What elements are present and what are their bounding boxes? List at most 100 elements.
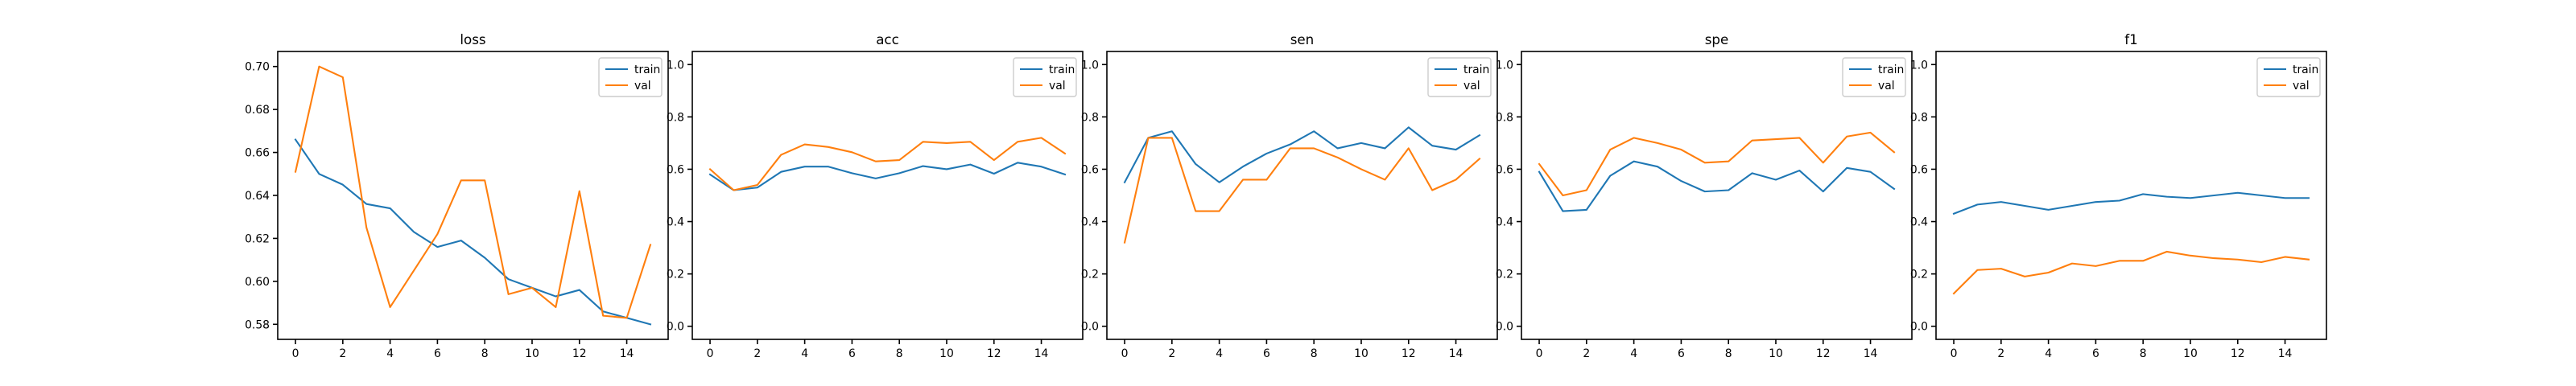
legend-box xyxy=(598,57,663,97)
y-tick-label: 0.8 xyxy=(1910,111,1928,124)
chart-panel-f1: f1 0 2 4 6 8 10 12 14 0.0 0.2 0.4 0.6 0.8 1.0 train val xyxy=(1910,31,2327,360)
x-tick-label: 6 xyxy=(1678,347,1685,360)
y-tick-label: 0.0 xyxy=(1081,321,1099,334)
y-tick-label: 0.2 xyxy=(1081,269,1099,281)
x-tick-label: 10 xyxy=(939,347,954,360)
legend-label-val: val xyxy=(1463,80,1480,92)
legend: train val xyxy=(2256,57,2321,97)
series-line-train xyxy=(1123,126,1481,184)
legend-label-val: val xyxy=(1049,80,1066,92)
x-tick-label: 4 xyxy=(2045,347,2052,360)
series-line-val xyxy=(1952,250,2310,295)
x-tick-label: 2 xyxy=(1583,347,1590,360)
x-tick-label: 8 xyxy=(1725,347,1732,360)
chart-panel-loss: loss 0 2 4 6 8 10 12 14 0.58 0.60 0.62 0.64 0.66 0.68 0… xyxy=(245,31,669,360)
x-tick-label: 14 xyxy=(1034,347,1049,360)
legend-box xyxy=(2256,57,2321,97)
series-line-train xyxy=(1538,160,1896,212)
x-tick-label: 6 xyxy=(1263,347,1270,360)
y-tick-label: 0.4 xyxy=(1081,216,1099,229)
y-tick-label: 0.64 xyxy=(245,190,270,203)
axes-frame xyxy=(1521,51,1913,340)
series-line-train xyxy=(708,162,1067,191)
x-tick-label: 12 xyxy=(987,347,1001,360)
series-line-val xyxy=(708,137,1067,191)
x-tick-label: 12 xyxy=(1402,347,1416,360)
y-tick-label: 0.4 xyxy=(1496,216,1513,229)
chart-panel-acc: acc 0 2 4 6 8 10 12 14 0.0 0.2 0.4 0.6 0.8 1.0 train val xyxy=(667,31,1084,360)
series-line-val xyxy=(1123,137,1481,244)
y-tick-label: 0.2 xyxy=(667,269,684,281)
legend-label-train: train xyxy=(1049,64,1075,76)
y-tick-label: 1.0 xyxy=(1496,59,1513,72)
series-line-val xyxy=(294,65,652,319)
x-tick-label: 4 xyxy=(801,347,808,360)
y-tick-label: 0.6 xyxy=(1496,163,1513,176)
legend: train val xyxy=(598,57,663,97)
y-tick-label: 0.8 xyxy=(1081,111,1099,124)
legend-label-train: train xyxy=(1463,64,1489,76)
x-tick-label: 4 xyxy=(1216,347,1223,360)
y-tick-label: 0.68 xyxy=(245,104,270,117)
chart-title: loss xyxy=(460,31,485,47)
series-line-train xyxy=(1952,191,2310,216)
legend-label-train: train xyxy=(1878,64,1904,76)
axes-frame xyxy=(1106,51,1498,340)
y-tick-label: 0.4 xyxy=(667,216,684,229)
y-tick-label: 0.2 xyxy=(1910,269,1928,281)
x-tick-label: 0 xyxy=(707,347,714,360)
x-tick-label: 14 xyxy=(1449,347,1463,360)
legend-label-train: train xyxy=(634,64,660,76)
y-tick-label: 0.2 xyxy=(1496,269,1513,281)
series-line-val xyxy=(1538,131,1896,197)
axes-frame xyxy=(1935,51,2327,340)
x-tick-label: 0 xyxy=(292,347,299,360)
x-tick-label: 14 xyxy=(2278,347,2293,360)
x-tick-label: 10 xyxy=(2183,347,2198,360)
x-tick-label: 12 xyxy=(572,347,587,360)
chart-title: f1 xyxy=(2124,31,2138,47)
legend-box xyxy=(1427,57,1492,97)
y-tick-label: 1.0 xyxy=(667,59,684,72)
y-tick-label: 1.0 xyxy=(1910,59,1928,72)
x-tick-label: 8 xyxy=(481,347,489,360)
x-tick-label: 4 xyxy=(386,347,394,360)
y-tick-label: 0.6 xyxy=(1910,163,1928,176)
legend: train val xyxy=(1427,57,1492,97)
x-tick-label: 12 xyxy=(1816,347,1831,360)
legend-box xyxy=(1842,57,1906,97)
x-tick-label: 14 xyxy=(620,347,634,360)
y-tick-label: 0.6 xyxy=(667,163,684,176)
legend-label-train: train xyxy=(2293,64,2318,76)
x-tick-label: 8 xyxy=(2140,347,2147,360)
x-tick-label: 2 xyxy=(753,347,761,360)
y-tick-label: 0.58 xyxy=(245,318,270,331)
chart-title: spe xyxy=(1705,31,1729,47)
y-tick-label: 0.0 xyxy=(1910,321,1928,334)
y-tick-label: 0.8 xyxy=(667,111,684,124)
x-tick-label: 12 xyxy=(2231,347,2245,360)
legend: train val xyxy=(1842,57,1906,97)
series-line-train xyxy=(294,138,652,326)
legend-label-val: val xyxy=(2293,80,2310,92)
x-tick-label: 8 xyxy=(1311,347,1318,360)
x-tick-label: 6 xyxy=(434,347,441,360)
y-tick-label: 1.0 xyxy=(1081,59,1099,72)
x-tick-label: 0 xyxy=(1121,347,1129,360)
x-tick-label: 2 xyxy=(1997,347,2004,360)
x-tick-label: 8 xyxy=(896,347,903,360)
chart-title: sen xyxy=(1290,31,1315,47)
x-tick-label: 10 xyxy=(1354,347,1368,360)
x-tick-label: 0 xyxy=(1951,347,1958,360)
y-tick-label: 0.60 xyxy=(245,276,270,289)
chart-panel-spe: spe 0 2 4 6 8 10 12 14 0.0 0.2 0.4 0.6 0.8 1.0 train val xyxy=(1496,31,1913,360)
y-tick-label: 0.8 xyxy=(1496,111,1513,124)
y-tick-label: 0.66 xyxy=(245,147,270,160)
y-tick-label: 0.62 xyxy=(245,232,270,245)
legend-label-val: val xyxy=(634,80,651,92)
legend-label-val: val xyxy=(1878,80,1895,92)
x-tick-label: 2 xyxy=(339,347,346,360)
x-tick-label: 4 xyxy=(1630,347,1637,360)
